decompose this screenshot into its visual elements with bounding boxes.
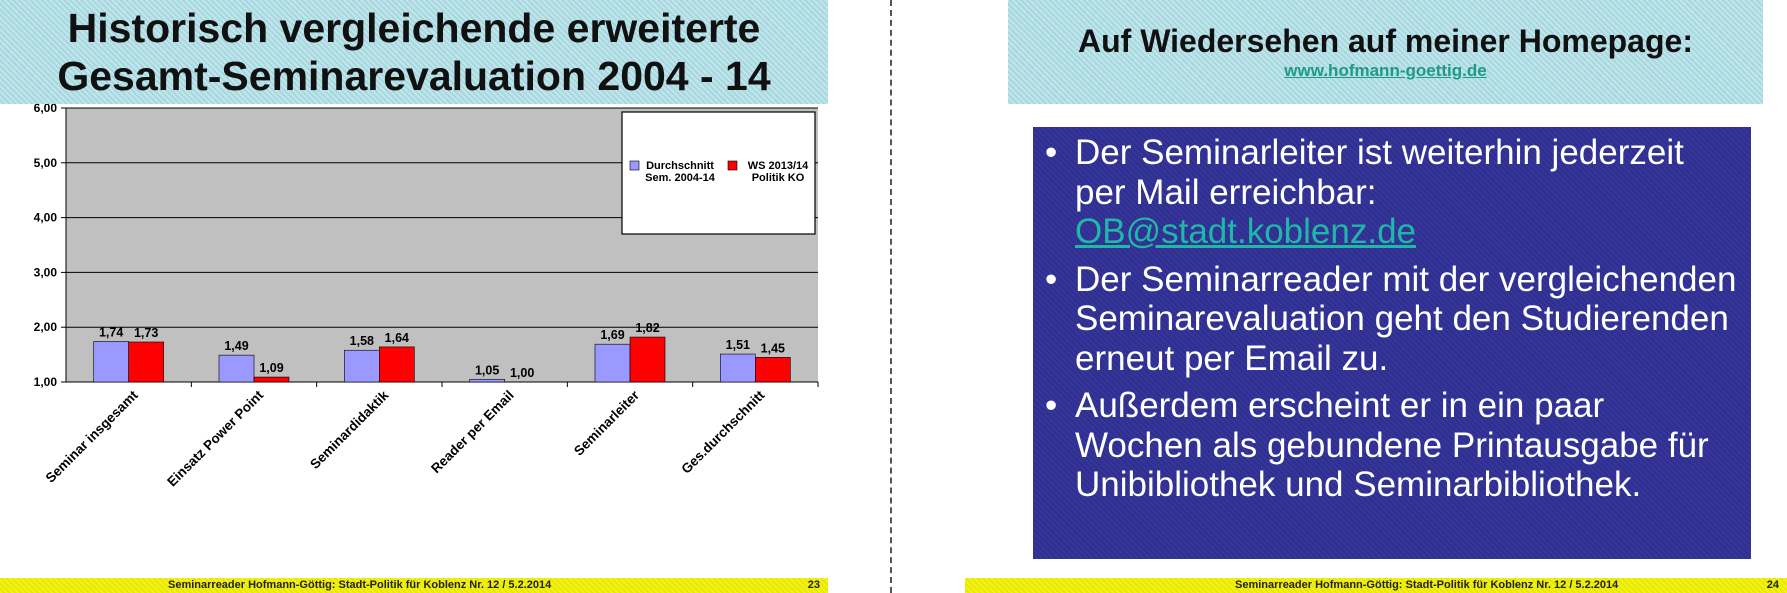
page-number: 24 xyxy=(1766,579,1779,591)
data-label: 1,74 xyxy=(99,325,123,339)
bar xyxy=(755,357,791,383)
bullet-dot: • xyxy=(1045,259,1058,299)
bullet-text: Der Seminarreader mit der vergleichenden… xyxy=(1075,259,1737,378)
bullet-item: • Der Seminarreader mit der vergleichend… xyxy=(1045,260,1741,379)
x-tick-label: Seminar insgesamt xyxy=(43,387,142,486)
data-label: 1,45 xyxy=(761,341,785,355)
data-label: 1,69 xyxy=(600,328,624,342)
footer-text: Seminarreader Hofmann-Göttig: Stadt-Poli… xyxy=(168,579,552,591)
bar xyxy=(469,378,505,383)
legend-box xyxy=(621,111,816,235)
x-tick-label: Reader per Email xyxy=(428,388,517,477)
email-link[interactable]: OB@stadt.koblenz.de xyxy=(1075,212,1416,251)
page-divider xyxy=(890,0,892,593)
title-line-2: Gesamt-Seminarevaluation 2004 - 14 xyxy=(57,53,771,99)
x-tick-label: Seminardidaktik xyxy=(307,387,392,472)
bar xyxy=(629,336,666,383)
footer-right: Seminarreader Hofmann-Göttig: Stadt-Poli… xyxy=(965,578,1787,593)
x-tick-label: Einsatz Power Point xyxy=(164,387,266,489)
data-label: 1,51 xyxy=(726,338,750,352)
bullet-text: Der Seminarleiter ist weiterhin jederzei… xyxy=(1075,133,1684,212)
footer-left: Seminarreader Hofmann-Göttig: Stadt-Poli… xyxy=(0,578,828,593)
bar xyxy=(128,341,164,383)
legend-label: Politik KO xyxy=(752,172,805,184)
bullet-dot: • xyxy=(1045,133,1058,172)
data-label: 1,64 xyxy=(385,331,409,345)
bar xyxy=(344,349,380,383)
bar xyxy=(720,353,756,383)
slide-title: Historisch vergleichende erweiterte Gesa… xyxy=(0,0,828,104)
data-label: 1,05 xyxy=(475,363,499,377)
homepage-link[interactable]: www.hofmann-goettig.de xyxy=(1284,61,1487,80)
bar-chart: 1,00 2,00 3,00 4,00 5,00 6,00 1,74 1,73 Seminar … xyxy=(34,104,819,489)
right-slide: Auf Wiedersehen auf meiner Homepage: www… xyxy=(900,0,1787,593)
content-box: • Der Seminarleiter ist weiterhin jederz… xyxy=(1033,127,1751,559)
y-tick-label: 3,00 xyxy=(34,265,58,279)
data-label: 1,00 xyxy=(510,366,534,380)
slide-title-banner: Auf Wiedersehen auf meiner Homepage: www… xyxy=(1008,0,1763,104)
data-label: 1,09 xyxy=(259,361,283,375)
legend-label: WS 2013/14 xyxy=(748,160,809,172)
legend-swatch xyxy=(727,160,738,171)
y-tick-label: 6,00 xyxy=(34,104,58,115)
x-tick-label: Seminarleiter xyxy=(571,387,643,459)
bar xyxy=(93,341,129,383)
bullet-item: • Der Seminarleiter ist weiterhin jederz… xyxy=(1045,133,1741,252)
bullet-dot: • xyxy=(1045,386,1058,425)
y-tick-label: 1,00 xyxy=(34,375,58,389)
y-tick-label: 4,00 xyxy=(34,211,58,225)
bullet-item: • Außerdem erscheint er in ein paar Woch… xyxy=(1045,386,1741,505)
legend-label: Durchschnitt xyxy=(646,160,714,172)
y-tick-label: 2,00 xyxy=(34,320,58,334)
x-tick-label: Ges.durchschnitt xyxy=(678,387,767,476)
footer-text: Seminarreader Hofmann-Göttig: Stadt-Poli… xyxy=(1235,579,1619,591)
legend-label: Sem. 2004-14 xyxy=(645,172,716,184)
y-tick-label: 5,00 xyxy=(34,156,58,170)
bar xyxy=(379,346,415,383)
bar xyxy=(594,343,631,383)
title-line-1: Historisch vergleichende erweiterte xyxy=(67,5,761,51)
legend-swatch xyxy=(629,160,640,171)
bullet-text: Außerdem erscheint er in ein paar Wochen… xyxy=(1075,386,1709,504)
data-label: 1,82 xyxy=(635,321,659,335)
data-label: 1,49 xyxy=(224,339,248,353)
left-slide: Historisch vergleichende erweiterte Gesa… xyxy=(0,0,880,593)
page-number: 23 xyxy=(807,579,820,591)
slide-title: Auf Wiedersehen auf meiner Homepage: xyxy=(1078,23,1693,59)
bar xyxy=(253,376,290,383)
data-label: 1,73 xyxy=(134,326,158,340)
data-label: 1,58 xyxy=(350,334,374,348)
bar xyxy=(218,354,255,383)
